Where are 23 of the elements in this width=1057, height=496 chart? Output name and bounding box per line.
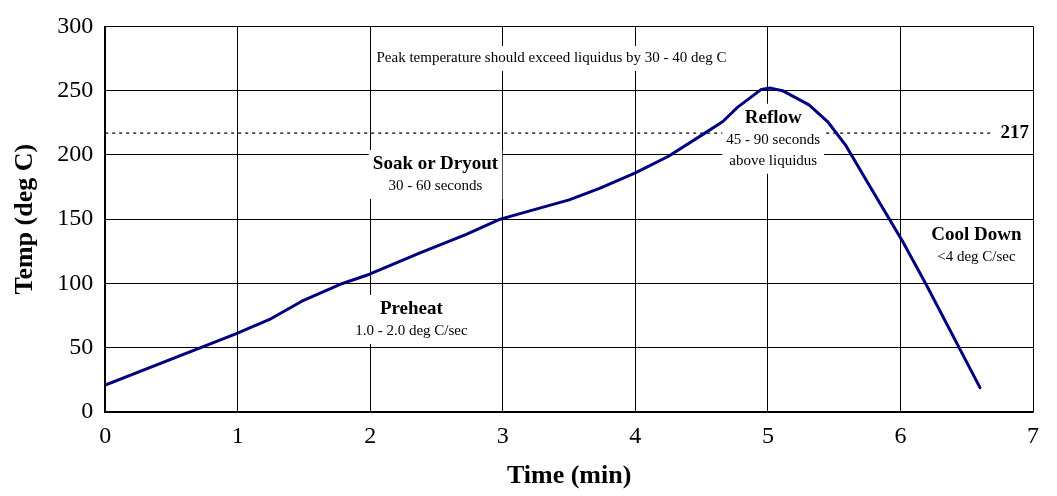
y-tick-label: 250	[57, 75, 94, 102]
y-tick-label: 300	[57, 11, 94, 38]
y-axis-title: Temp (deg C)	[9, 143, 39, 295]
y-tick-label: 0	[81, 397, 94, 424]
annotation: Cool Down <4 deg C/sec	[931, 222, 1022, 265]
x-tick-label: 5	[761, 421, 774, 448]
x-axis-title: Time (min)	[506, 460, 632, 490]
annotation: Reflow 45 - 90 seconds above liquidus	[726, 105, 821, 169]
y-tick-label: 100	[57, 268, 94, 295]
annotation: Soak or Dryout 30 - 60 seconds	[372, 151, 499, 194]
x-tick-label: 3	[496, 421, 509, 448]
x-tick-label: 7	[1027, 421, 1039, 448]
x-tick-label: 0	[99, 421, 112, 448]
y-tick-label: 200	[57, 140, 94, 167]
x-tick-label: 4	[629, 421, 642, 448]
y-tick-label: 150	[57, 204, 94, 231]
annotation: Peak temperature should exceed liquidus by 30 - 40 deg C	[376, 49, 727, 66]
ref-line-label: 217	[1000, 120, 1030, 142]
annotation: Preheat 1.0 - 2.0 deg C/sec	[355, 296, 468, 339]
y-tick-label: 50	[69, 333, 94, 360]
x-tick-label: 1	[231, 421, 244, 448]
x-tick-label: 2	[364, 421, 377, 448]
x-tick-label: 6	[894, 421, 907, 448]
